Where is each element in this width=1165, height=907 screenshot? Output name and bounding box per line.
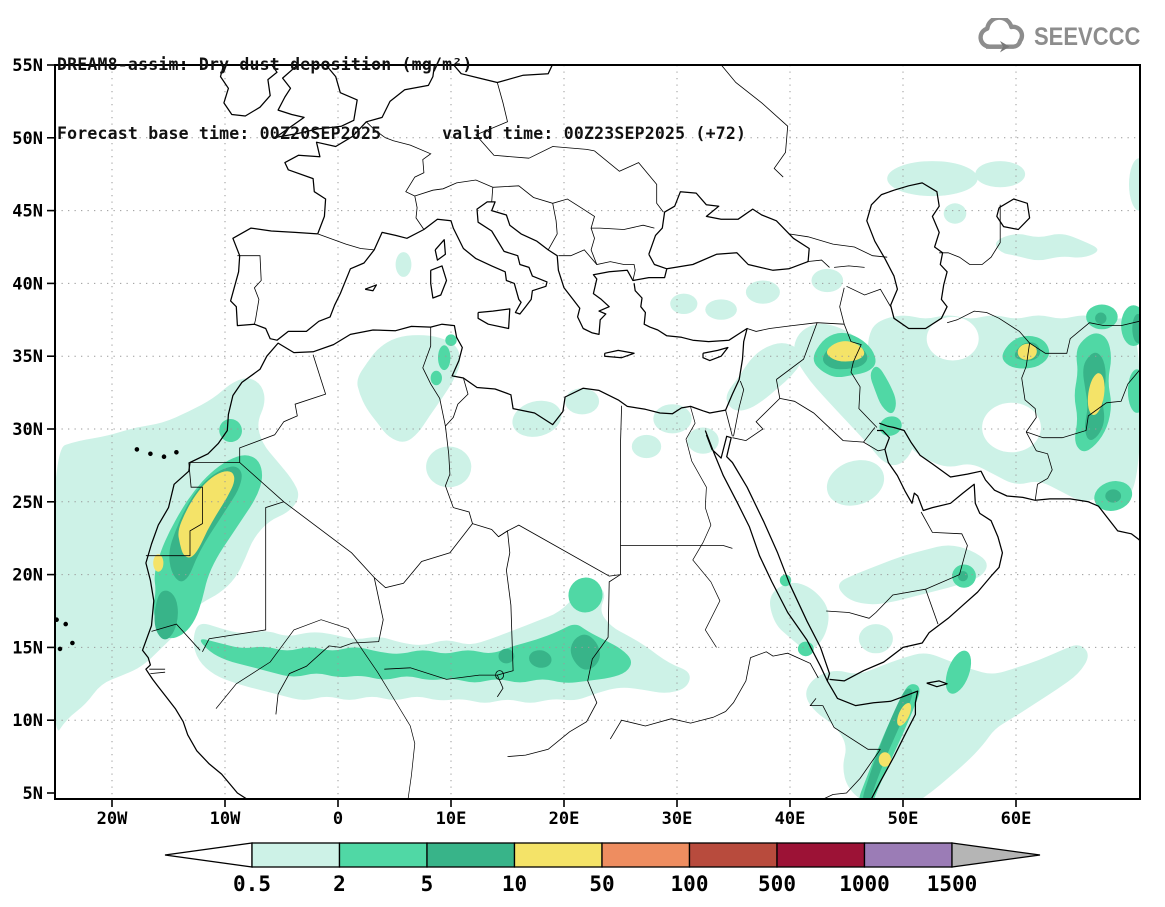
under-range-arrow (164, 842, 253, 868)
lat-tick-label: 10N (12, 711, 43, 731)
logo-text: SEEVCCC (1034, 22, 1141, 51)
cloud-arrow-icon (978, 18, 1025, 53)
colorbar-tick-label: 2 (333, 872, 346, 896)
coastlines (55, 65, 1140, 799)
map-frame (54, 64, 1141, 800)
lat-tick-label: 20N (12, 566, 43, 586)
colorbar-tick-label: 50 (589, 872, 614, 896)
colorbar-tick-label: 1000 (839, 872, 890, 896)
lon-tick-label: 50E (888, 809, 919, 829)
lat-tick-label: 5N (23, 784, 43, 804)
lat-tick-label: 50N (12, 129, 43, 149)
colorbar-tick-label: 5 (421, 872, 434, 896)
lon-tick-label: 30E (662, 809, 693, 829)
page-title: DREAM8-assim: Dry dust deposition (mg/m²… (57, 55, 473, 74)
colorbar-tick-label: 100 (671, 872, 709, 896)
colorbar-tick-label: 500 (758, 872, 796, 896)
lon-tick-label: 20E (549, 809, 580, 829)
lon-tick-label: 10E (436, 809, 467, 829)
page-subtitle: Forecast base time: 00Z20SEP2025 valid t… (57, 124, 747, 143)
lon-tick-label: 10W (210, 809, 241, 829)
axis-labels: 20W 10W 0 10E 20E 30E 40E 50E 60E 55N 50N 45N 40N 35N… (12, 56, 1031, 829)
lat-tick-label: 40N (12, 274, 43, 294)
colorbar-labels: 0.5 2 5 10 50 100 500 1000 1500 (233, 872, 977, 896)
lon-tick-label: 20W (97, 809, 128, 829)
map-canvas: 20W 10W 0 10E 20E 30E 40E 50E 60E 55N 50N 45N 40N 35N… (12, 56, 1141, 829)
plot-title-block: DREAM8-assim: Dry dust deposition (mg/m²… (57, 7, 746, 191)
lat-tick-label: 45N (12, 202, 43, 222)
colorbar-tick-label: 10 (502, 872, 527, 896)
lat-tick-label: 55N (12, 56, 43, 76)
lon-tick-label: 0 (333, 809, 343, 829)
seevccc-logo: SEEVCCC (972, 18, 1155, 56)
lat-tick-label: 35N (12, 347, 43, 367)
lat-tick-label: 25N (12, 493, 43, 513)
colorbar-tick-label: 0.5 (233, 872, 271, 896)
lat-tick-label: 30N (12, 420, 43, 440)
lon-tick-label: 60E (1001, 809, 1032, 829)
over-range-arrow (951, 842, 1041, 868)
dust-contours (55, 158, 1140, 799)
colorbar-tick-label: 1500 (927, 872, 978, 896)
axis-ticks (47, 64, 1017, 807)
colorbar: 0.5 2 5 10 50 100 500 1000 1500 (164, 842, 1041, 896)
lon-tick-label: 40E (775, 809, 806, 829)
lat-tick-label: 15N (12, 638, 43, 658)
colorbar-segments (164, 842, 1041, 868)
